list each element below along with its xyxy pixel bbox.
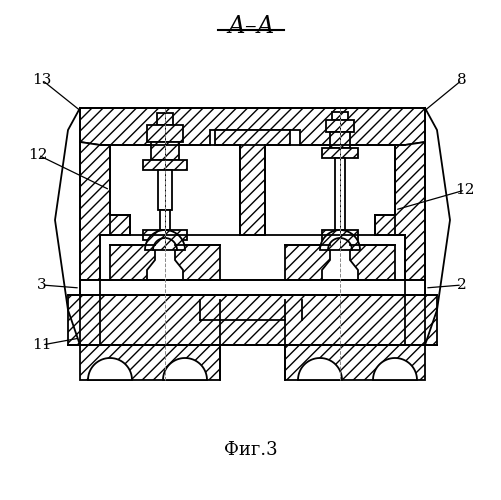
- Text: 2: 2: [456, 278, 466, 292]
- Bar: [321, 148, 357, 158]
- Polygon shape: [298, 358, 341, 380]
- Text: 13: 13: [32, 73, 52, 87]
- Bar: [157, 113, 173, 125]
- Bar: [68, 295, 436, 345]
- Bar: [143, 230, 187, 240]
- Bar: [158, 170, 172, 210]
- Bar: [334, 158, 344, 230]
- Bar: [329, 132, 349, 148]
- Bar: [143, 160, 187, 170]
- Polygon shape: [285, 280, 424, 380]
- Text: 12: 12: [454, 183, 474, 197]
- Bar: [321, 230, 357, 240]
- Polygon shape: [80, 142, 130, 345]
- Bar: [325, 120, 353, 132]
- Polygon shape: [110, 245, 155, 280]
- Bar: [151, 142, 179, 160]
- Polygon shape: [285, 245, 329, 280]
- Text: 12: 12: [28, 148, 48, 162]
- Bar: [157, 240, 173, 248]
- Polygon shape: [88, 358, 132, 380]
- Polygon shape: [349, 245, 394, 280]
- Text: 11: 11: [32, 338, 52, 352]
- Polygon shape: [145, 230, 185, 250]
- Bar: [160, 210, 170, 230]
- Bar: [331, 112, 347, 120]
- Polygon shape: [80, 108, 424, 145]
- Polygon shape: [163, 358, 206, 380]
- Text: Фиг.3: Фиг.3: [224, 441, 277, 459]
- Bar: [80, 280, 424, 295]
- Polygon shape: [175, 245, 219, 280]
- Polygon shape: [80, 280, 219, 380]
- Polygon shape: [214, 130, 290, 235]
- Text: А–А: А–А: [227, 15, 274, 38]
- Polygon shape: [319, 230, 359, 250]
- Bar: [331, 240, 347, 248]
- Polygon shape: [374, 142, 424, 345]
- Text: 3: 3: [37, 278, 47, 292]
- Bar: [147, 125, 183, 142]
- Text: 8: 8: [456, 73, 466, 87]
- Polygon shape: [372, 358, 416, 380]
